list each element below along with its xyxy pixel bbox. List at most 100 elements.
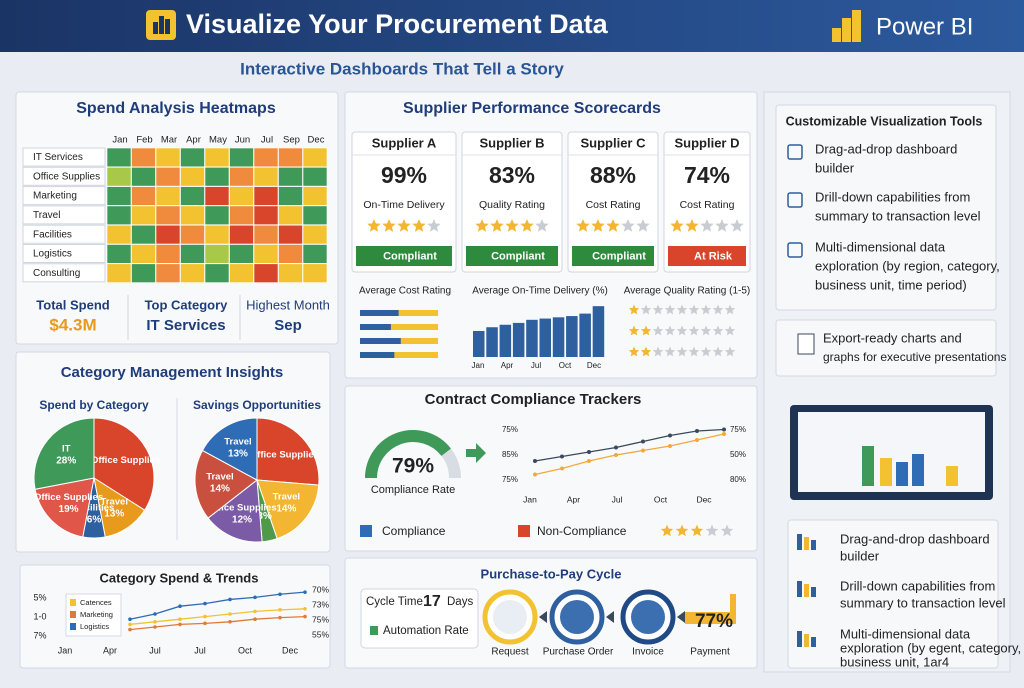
legend-label: Logistics xyxy=(80,622,109,631)
panel xyxy=(19,564,331,669)
slice-value: 13% xyxy=(228,449,248,460)
legend-label: Marketing xyxy=(80,610,113,619)
status-badge xyxy=(466,246,558,266)
trend-line xyxy=(129,608,306,626)
star xyxy=(664,346,676,357)
star xyxy=(636,219,650,232)
slice-name: Travel xyxy=(273,491,300,502)
x-label: Apr xyxy=(567,494,580,504)
heat-cell xyxy=(302,186,328,206)
slice-value: 14% xyxy=(276,503,296,514)
trend-line xyxy=(129,591,306,620)
trend-point xyxy=(128,622,132,627)
slice-value: 19% xyxy=(59,504,79,515)
trend-point xyxy=(303,607,307,611)
star xyxy=(676,346,688,357)
slice-name: Travel xyxy=(206,472,233,483)
heat-cell xyxy=(155,167,181,187)
label: Category Management Insights xyxy=(61,364,284,381)
cycle-value: 17 xyxy=(423,593,441,610)
axis-label: 7% xyxy=(33,630,46,640)
bar xyxy=(473,330,485,357)
heat-cell xyxy=(204,147,230,168)
heat-cell xyxy=(253,147,279,168)
bar xyxy=(499,324,512,357)
pie-slice xyxy=(194,449,258,519)
feature-icon xyxy=(797,581,802,597)
heat-cell xyxy=(106,224,132,245)
slice-name: Facilities xyxy=(74,503,115,514)
heat-cell xyxy=(131,186,156,206)
label: Purchase-to-Pay Cycle xyxy=(481,566,622,581)
star xyxy=(688,346,700,357)
feature-text: summary to transaction level xyxy=(840,595,1006,610)
step-label: Payment xyxy=(690,647,730,658)
trend-point xyxy=(228,597,232,602)
star xyxy=(715,219,729,232)
slice-value: 3% xyxy=(257,511,272,522)
heat-cell xyxy=(278,186,303,206)
score: 99% xyxy=(381,162,427,188)
trend-point xyxy=(278,608,282,612)
heat-cell xyxy=(253,244,279,264)
feature-icon xyxy=(804,537,809,550)
metric: On-Time Delivery xyxy=(363,199,445,211)
trend-point xyxy=(303,590,307,594)
legend-swatch xyxy=(70,623,76,630)
metric: Quality Rating xyxy=(479,199,545,211)
star xyxy=(724,346,736,357)
heat-cell xyxy=(229,186,254,206)
line-point xyxy=(587,450,591,454)
x-label: Dec xyxy=(587,361,601,370)
trend-point xyxy=(178,604,182,608)
heat-cell xyxy=(131,263,156,283)
slice-name: Office Supplies xyxy=(250,449,319,460)
bar-bg xyxy=(360,352,438,358)
heat-cell xyxy=(302,244,328,264)
pie-slice xyxy=(256,417,320,486)
x-label: Jan xyxy=(523,494,537,504)
panel xyxy=(775,319,997,377)
slice-name: Office Supplies xyxy=(207,503,276,514)
feature-text: Drag-and-drop dashboard xyxy=(840,531,990,546)
row-label-box xyxy=(22,224,106,244)
payment-rate: 77% xyxy=(695,611,733,632)
heat-cell xyxy=(253,205,279,225)
score-card xyxy=(351,131,457,273)
step-label: Request xyxy=(491,647,528,658)
trend-point xyxy=(128,617,132,621)
kpi-value: IT Services xyxy=(146,317,225,334)
star xyxy=(688,304,700,315)
star xyxy=(640,304,652,315)
legend-swatch xyxy=(70,611,76,618)
feature-icon xyxy=(804,584,809,597)
bar-bg xyxy=(360,324,438,330)
star xyxy=(475,219,489,232)
compliance-line xyxy=(534,433,725,476)
trend-point xyxy=(153,620,157,624)
tool-text: Drill-down capabilities from xyxy=(815,189,970,204)
export-text: graphs for executive presentations xyxy=(823,350,1006,364)
illustration-bar xyxy=(946,466,958,486)
legend-label: Compliance xyxy=(382,524,446,538)
kpi-label: Top Category xyxy=(145,297,229,312)
trend-point xyxy=(278,592,282,597)
heat-cell xyxy=(180,167,205,187)
heat-cell xyxy=(253,263,279,283)
bar xyxy=(360,338,401,344)
trend-point xyxy=(178,622,182,627)
automation-label: Automation Rate xyxy=(383,625,469,637)
row-label-box xyxy=(22,205,106,225)
heat-cell xyxy=(253,186,279,206)
step-label: Invoice xyxy=(632,647,664,658)
axis-label: 55% xyxy=(312,629,329,639)
month-label: Mar xyxy=(161,135,177,146)
heat-cell xyxy=(180,244,205,264)
feature-icon xyxy=(811,540,816,550)
tool-text: Drag-ad-drop dashboard xyxy=(815,141,957,156)
heat-cell xyxy=(229,244,254,264)
star xyxy=(730,219,744,232)
axis-label: 75% xyxy=(502,475,518,484)
x-label: Jul xyxy=(149,645,161,655)
heat-cell xyxy=(278,263,303,283)
